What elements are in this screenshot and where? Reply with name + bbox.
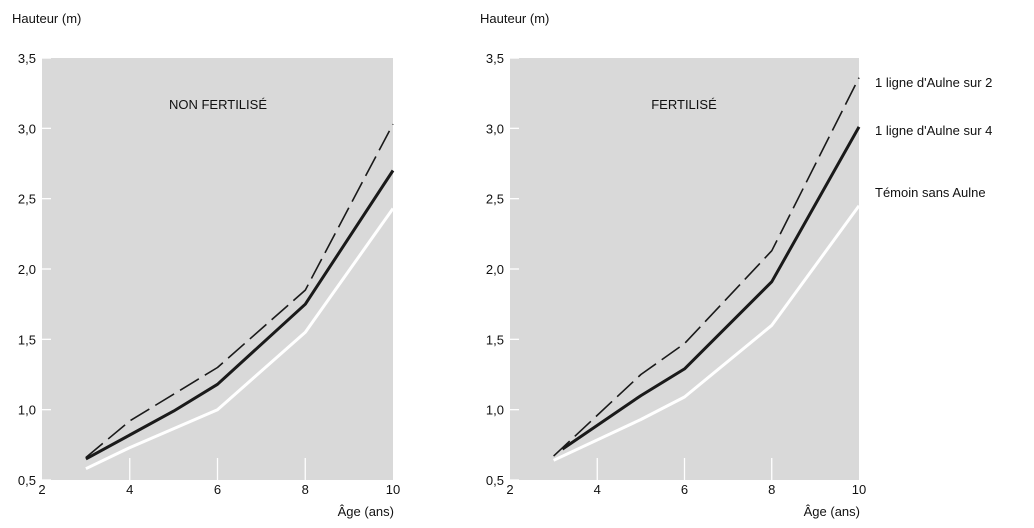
y-tick-label: 1,0 (18, 403, 36, 418)
y-tick-label: 3,5 (486, 51, 504, 66)
data-series (85, 123, 395, 471)
plot-area-background (510, 58, 859, 480)
legend-label-aulne-1-sur-4: 1 ligne d'Aulne sur 4 (875, 123, 992, 138)
x-tick-label: 8 (302, 482, 309, 497)
y-tick-label: 3,0 (18, 121, 36, 136)
chart-title: NON FERTILISÉ (169, 97, 267, 112)
x-tick-label: 4 (126, 482, 133, 497)
x-tick-label: 6 (681, 482, 688, 497)
axis-ticks: 0,5 1,0 1,5 2,0 2,5 3,0 3,5 2 4 6 8 10 (486, 51, 866, 497)
y-tick-label: 2,0 (18, 262, 36, 277)
series-line-dash (85, 123, 394, 459)
y-tick-label: 1,5 (18, 332, 36, 347)
legend-label-aulne-1-sur-2: 1 ligne d'Aulne sur 2 (875, 75, 992, 90)
x-tick-label: 10 (852, 482, 866, 497)
y-tick-label: 0,5 (486, 473, 504, 488)
y-tick-label: 2,0 (486, 262, 504, 277)
series-line-thick (561, 126, 861, 451)
axis-ticks: 0,5 1,0 1,5 2,0 2,5 3,0 3,5 2 4 6 8 10 (18, 51, 400, 497)
y-tick-label: 3,5 (18, 51, 36, 66)
x-tick-label: 4 (594, 482, 601, 497)
series-line-dash (553, 77, 860, 457)
y-tick-label: 3,0 (486, 121, 504, 136)
series-line-white (552, 204, 861, 462)
x-tick-label: 6 (214, 482, 221, 497)
y-tick-label: 0,5 (18, 473, 36, 488)
legend: 1 ligne d'Aulne sur 2 1 ligne d'Aulne su… (875, 75, 992, 200)
y-tick-label: 1,5 (486, 332, 504, 347)
series-line-thick (85, 169, 395, 461)
y-axis-label: Hauteur (m) (480, 11, 549, 26)
y-tick-label: 2,5 (18, 192, 36, 207)
plot-area-background (42, 58, 393, 480)
series-line-white (85, 207, 395, 471)
legend-label-temoin-sans-aulne: Témoin sans Aulne (875, 185, 986, 200)
x-tick-label: 2 (38, 482, 45, 497)
x-axis-label: Âge (ans) (804, 504, 860, 519)
y-tick-label: 2,5 (486, 192, 504, 207)
chart-panel-non-fertilise: Hauteur (m) Âge (ans) NON FERTILISÉ 0,5 1… (12, 11, 400, 519)
data-series (552, 77, 861, 462)
x-tick-label: 10 (386, 482, 400, 497)
x-tick-label: 8 (768, 482, 775, 497)
y-tick-label: 1,0 (486, 403, 504, 418)
x-tick-label: 2 (506, 482, 513, 497)
chart-panel-fertilise: Hauteur (m) Âge (ans) FERTILISÉ 0,5 1,0 1,… (480, 11, 866, 519)
x-axis-label: Âge (ans) (338, 504, 394, 519)
chart-title: FERTILISÉ (651, 97, 717, 112)
y-axis-label: Hauteur (m) (12, 11, 81, 26)
